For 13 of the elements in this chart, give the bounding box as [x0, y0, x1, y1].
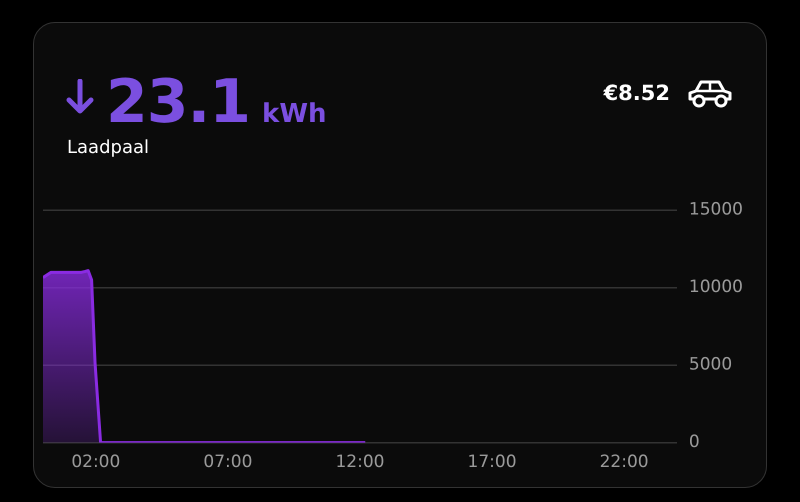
text: 23.1	[106, 67, 250, 137]
y-tick-label: 15000	[688, 200, 744, 220]
x-tick-label: 22:00	[600, 452, 649, 472]
text: €8.52	[604, 81, 670, 105]
y-tick-label: 5000	[688, 354, 732, 375]
text: kWh	[262, 99, 327, 129]
x-tick-label: 17:00	[468, 452, 517, 472]
x-tick-label: 02:00	[71, 452, 120, 472]
y-tick-label: 0	[688, 432, 700, 452]
y-tick-label: 10000	[688, 277, 744, 298]
x-tick-label: 07:00	[203, 452, 252, 472]
x-tick-label: 12:00	[335, 452, 384, 472]
text: Laadpaal	[67, 137, 150, 158]
